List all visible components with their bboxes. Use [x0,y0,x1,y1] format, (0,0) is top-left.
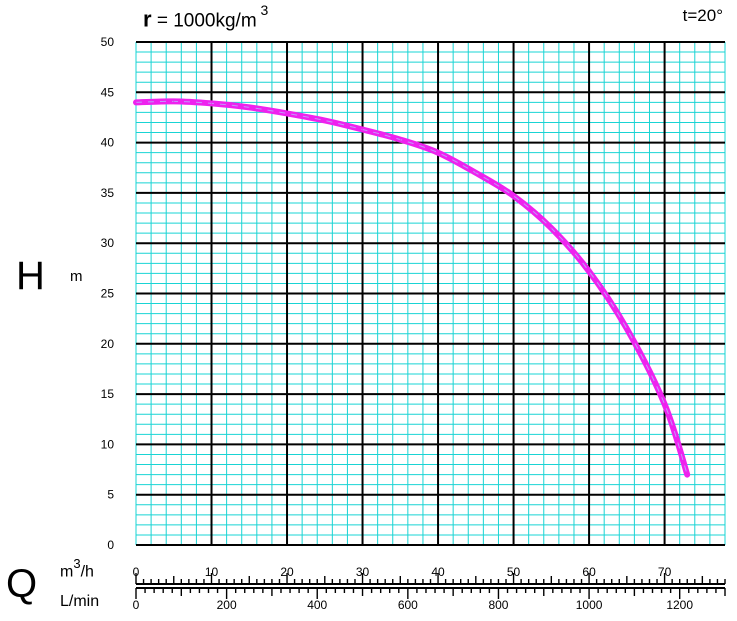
x-tick-label-lmin: 600 [398,598,418,612]
x-axis-unit-primary: m3/h [60,556,94,581]
x-tick-label-lmin: 1200 [666,598,693,612]
x-tick-label-m3h: 10 [205,565,219,579]
y-tick-labels: 0 5 10 15 20 25 30 35 40 45 50 [101,35,115,552]
y-tick-label: 0 [107,538,114,552]
chart-title: r = 1000kg/m 3 [143,2,268,32]
x-axis-m3h: 0 10 20 30 40 50 60 70 [133,565,726,585]
major-grid [136,41,725,546]
x-tick-label-m3h: 50 [507,565,521,579]
y-tick-label: 45 [101,85,115,99]
curve-point [475,172,477,174]
x-tick-label-m3h: 70 [658,565,672,579]
curve-point [664,403,666,405]
y-tick-label: 20 [101,337,115,351]
x-tick-label-m3h: 30 [356,565,370,579]
unit-sup: 3 [73,556,81,571]
x-tick-label-lmin: 400 [307,598,327,612]
curve-point [135,101,137,103]
curve-point [211,102,213,104]
y-tick-label: 5 [107,488,114,502]
curve-point [248,106,250,108]
density-value: = 1000kg/m [151,10,257,32]
y-axis-unit: m [70,268,83,285]
curve-layer [133,98,691,478]
unit-base: m [60,563,74,581]
x-axis-unit-secondary: L/min [60,593,100,610]
x-tick-label-lmin: 0 [133,598,140,612]
y-tick-label: 50 [101,35,115,49]
y-tick-label: 25 [101,287,115,301]
curve-point [173,100,175,102]
curve-point [399,139,401,141]
x-tick-label-m3h: 0 [133,565,140,579]
x-tick-label-m3h: 60 [582,565,596,579]
y-tick-label: 10 [101,437,115,451]
x-axis-lmin: 0 200 400 600 800 1000 1200 [133,587,726,612]
curve-point [286,112,288,114]
curve-point [324,119,326,121]
y-axis-label: H [16,254,45,298]
temperature-label: t=20° [682,6,723,25]
density-symbol: r [143,6,152,32]
curve-point [513,195,515,197]
x-tick-label-lmin: 1000 [576,598,603,612]
curve-point [550,227,552,229]
y-tick-label: 35 [101,186,115,200]
unit-rest: /h [80,563,94,581]
curve-point [686,474,688,476]
x-axis-label: Q [6,562,38,606]
curve-point [362,129,364,131]
y-tick-label: 40 [101,136,115,150]
curve-point [437,152,439,154]
density-exponent: 3 [256,2,269,18]
x-tick-label-lmin: 200 [217,598,237,612]
y-tick-label: 15 [101,387,115,401]
x-tick-label-lmin: 800 [488,598,508,612]
y-tick-label: 30 [101,236,115,250]
x-tick-label-m3h: 40 [431,565,445,579]
curve-point [626,328,628,330]
curve-point [588,270,590,272]
head-curve-highlight [135,100,688,475]
x-tick-label-m3h: 20 [280,565,294,579]
